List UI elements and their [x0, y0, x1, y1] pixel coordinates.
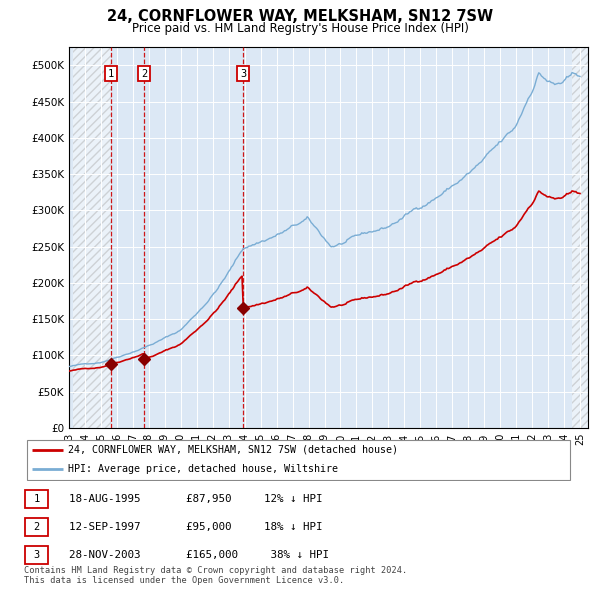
Text: 1: 1: [108, 69, 114, 79]
Text: 2: 2: [34, 522, 40, 532]
Text: HPI: Average price, detached house, Wiltshire: HPI: Average price, detached house, Wilt…: [68, 464, 338, 474]
Text: 24, CORNFLOWER WAY, MELKSHAM, SN12 7SW: 24, CORNFLOWER WAY, MELKSHAM, SN12 7SW: [107, 9, 493, 24]
Text: 18-AUG-1995       £87,950     12% ↓ HPI: 18-AUG-1995 £87,950 12% ↓ HPI: [69, 494, 323, 504]
Text: 3: 3: [240, 69, 247, 79]
Bar: [572, 47, 588, 428]
Text: Price paid vs. HM Land Registry's House Price Index (HPI): Price paid vs. HM Land Registry's House …: [131, 22, 469, 35]
FancyBboxPatch shape: [27, 440, 571, 480]
Text: 2: 2: [141, 69, 148, 79]
FancyBboxPatch shape: [25, 490, 48, 509]
Text: 12-SEP-1997       £95,000     18% ↓ HPI: 12-SEP-1997 £95,000 18% ↓ HPI: [69, 522, 323, 532]
Text: Contains HM Land Registry data © Crown copyright and database right 2024.
This d: Contains HM Land Registry data © Crown c…: [24, 566, 407, 585]
FancyBboxPatch shape: [25, 518, 48, 536]
FancyBboxPatch shape: [25, 546, 48, 564]
Text: 3: 3: [34, 550, 40, 560]
Text: 1: 1: [34, 494, 40, 504]
Text: 24, CORNFLOWER WAY, MELKSHAM, SN12 7SW (detached house): 24, CORNFLOWER WAY, MELKSHAM, SN12 7SW (…: [68, 445, 398, 455]
Bar: [73, 47, 111, 428]
Text: 28-NOV-2003       £165,000     38% ↓ HPI: 28-NOV-2003 £165,000 38% ↓ HPI: [69, 550, 329, 560]
